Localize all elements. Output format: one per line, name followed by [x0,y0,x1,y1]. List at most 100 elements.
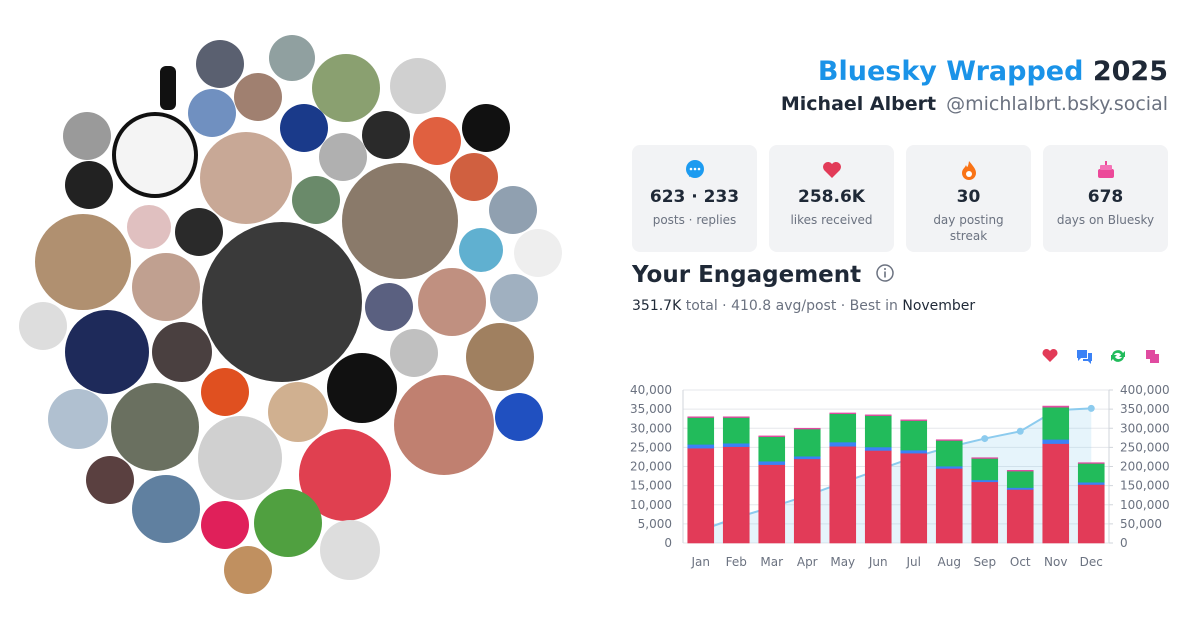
y-tick-label: 10,000 [630,498,672,512]
info-icon[interactable] [875,263,895,283]
bar-segment [900,449,928,454]
avatar [200,132,292,224]
avatar [413,117,461,165]
stat-value: 623 · 233 [649,187,740,207]
bar-segment [971,481,999,544]
legend-icon[interactable] [1111,350,1125,362]
avatar [111,383,199,471]
bar-segment [687,416,715,418]
icon [1097,161,1114,178]
bar-segment [864,414,892,416]
y-tick-label: 30,000 [630,421,672,435]
bar-segment [1077,462,1105,464]
line-point [1016,427,1024,435]
y2-tick-label: 200,000 [1120,460,1170,474]
bar-segment [829,413,857,443]
stat-label: day posting streak [933,213,1004,243]
stat-card: 258.6K likes received [769,145,894,252]
legend-icon[interactable] [1077,350,1092,364]
bar-segment [864,415,892,448]
bar-segment [1042,443,1070,544]
user-handle: @michlalbrt.bsky.social [946,93,1168,115]
avatar [390,58,446,114]
avatar [132,475,200,543]
avatar [201,368,249,416]
bar-segment [864,446,892,451]
avatar [418,268,486,336]
avatar [490,274,538,322]
icon [685,160,704,178]
y2-tick-label: 350,000 [1120,402,1170,416]
avatar [450,153,498,201]
y-tick-label: 35,000 [630,402,672,416]
summary: 351.7K total · 410.8 avg/post · Best in … [632,298,975,314]
avatar [269,35,315,81]
avatar [327,353,397,423]
avatar [188,89,236,137]
section-title: Your Engagement [632,262,895,288]
bar-segment [793,427,821,430]
bar-segment [935,468,963,544]
icon [822,162,841,178]
x-tick-label: Dec [1080,555,1103,569]
x-tick-label: Feb [726,555,747,569]
avatar [362,111,410,159]
legend-icon[interactable] [1042,348,1058,362]
x-tick-label: Oct [1010,555,1031,569]
line-point [1087,404,1095,412]
avatar [299,429,391,521]
avatar [132,253,200,321]
bar-segment [1042,439,1070,444]
y2-tick-label: 300,000 [1120,421,1170,435]
y2-tick-label: 400,000 [1120,383,1170,397]
bar-segment [722,416,750,418]
avatar [466,323,534,391]
bar-segment [1006,470,1034,472]
stat-label: posts · replies [652,213,737,227]
avatar [48,389,108,449]
avatar [394,375,494,475]
chart: 0 5,000 10,000 15,000 20,000 25,000 30,000 35,0… [630,348,1170,569]
x-tick-label: May [830,555,855,569]
x-tick-label: Mar [760,555,783,569]
bar-segment [1077,484,1105,544]
summary-text: total · 410.8 avg/post · Best in [685,298,898,314]
y-tick-label: 5,000 [638,517,672,531]
x-tick-label: Jul [906,555,921,569]
avatar-ring [112,112,198,198]
x-tick-label: Jun [868,555,888,569]
bar-segment [935,439,963,441]
title-text: Bluesky Wrapped [817,56,1084,87]
y2-tick-label: 150,000 [1120,479,1170,493]
avatar [365,283,413,331]
year: 2025 [1092,56,1168,87]
avatar [224,546,272,594]
avatar [254,489,322,557]
avatar [160,66,176,110]
avatar [113,113,197,197]
x-tick-label: Jan [691,555,711,569]
header: Bluesky Wrapped 2025 Michael Albert @mic… [781,56,1168,115]
bar-segment [687,447,715,544]
y-tick-label: 25,000 [630,440,672,454]
bar-segment [793,455,821,460]
x-tick-label: Aug [938,555,961,569]
y2-tick-label: 50,000 [1120,517,1162,531]
avatar [319,133,367,181]
legend-icon[interactable] [1146,350,1159,363]
bar-segment [758,435,786,437]
bar-segment [900,420,928,451]
bar-segment [864,450,892,544]
bar-segment [829,441,857,447]
avatar [198,416,282,500]
bar-segment [758,460,786,465]
bar-segment [829,412,857,415]
x-tick-label: Apr [797,555,818,569]
y2-tick-label: 0 [1120,536,1128,550]
section-title-text: Your Engagement [632,262,862,288]
y2-tick-label: 250,000 [1120,440,1170,454]
avatar [514,229,562,277]
avatar [462,104,510,152]
bar-segment [1042,406,1070,440]
